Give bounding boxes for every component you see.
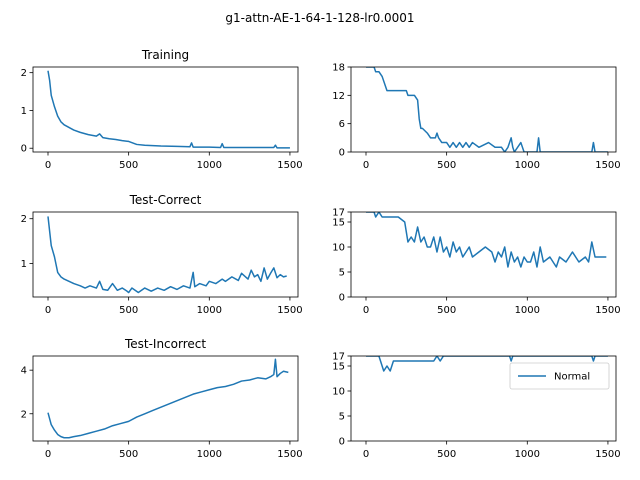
x-tick-label: 1000 [515,160,540,171]
x-tick-label: 500 [437,160,456,171]
x-tick-label: 0 [45,160,51,171]
x-tick-label: 0 [45,449,51,460]
x-tick-label: 1000 [515,305,540,316]
y-tick-label: 2 [21,68,27,79]
x-tick-label: 1500 [595,305,620,316]
y-tick-label: 0 [339,437,345,448]
figure-title: g1-attn-AE-1-64-1-128-lr0.0001 [225,11,414,25]
x-tick-label: 1000 [197,160,222,171]
x-tick-label: 500 [119,449,138,460]
x-tick-label: 0 [363,449,369,460]
y-tick-label: 4 [21,366,27,377]
y-tick-label: 12 [332,91,345,102]
y-tick-label: 2 [21,409,27,420]
series-line-1 [47,216,287,294]
x-tick-label: 500 [119,160,138,171]
x-tick-label: 500 [437,449,456,460]
y-tick-label: 1 [21,259,27,270]
x-tick-label: 1000 [515,449,540,460]
x-tick-label: 500 [119,305,138,316]
plot-frame [32,211,299,298]
plot-frame [32,66,299,153]
plot-frame [350,211,617,298]
y-tick-label: 10 [332,387,345,398]
y-tick-label: 17 [332,208,345,219]
legend-label: Normal [554,372,590,383]
subplot-5: Test-Incorrect 0 500 1000 1500 2 4 [21,337,303,460]
y-tick-label: 15 [332,362,345,373]
y-tick-label: 0 [339,293,345,304]
series-line-1 [47,358,289,439]
series-line-1 [366,67,608,152]
subplot-title: Test-Correct [129,193,202,207]
x-tick-label: 0 [363,305,369,316]
y-tick-label: 6 [339,119,345,130]
x-tick-label: 1500 [595,160,620,171]
x-tick-label: 0 [363,160,369,171]
x-tick-label: 1500 [277,160,302,171]
subplot-title: Training [141,48,189,62]
x-tick-label: 1000 [197,305,222,316]
y-tick-label: 5 [339,412,345,423]
x-tick-label: 500 [437,305,456,316]
plot-frame [32,355,299,442]
x-tick-label: 1500 [277,449,302,460]
y-tick-label: 10 [332,243,345,254]
subplot-1: Training 0 500 1000 1500 0 1 2 [21,48,303,171]
plot-frame [350,66,617,153]
subplot-title: Test-Incorrect [124,337,206,351]
y-tick-label: 1 [21,106,27,117]
y-tick-label: 2 [21,214,27,225]
y-tick-label: 0 [21,144,27,155]
legend-box [509,362,610,390]
series-line-1 [47,70,290,149]
y-tick-label: 17 [332,352,345,363]
legend: Normal [509,362,610,390]
series-line-1 [366,212,607,268]
x-tick-label: 1500 [277,305,302,316]
subplot-3: Test-Correct 0 500 1000 1500 1 2 [21,193,303,316]
x-tick-label: 0 [45,305,51,316]
x-tick-label: 1500 [595,449,620,460]
y-tick-label: 5 [339,268,345,279]
y-tick-label: 18 [332,63,345,74]
y-tick-label: 0 [339,148,345,159]
x-tick-label: 1000 [197,449,222,460]
plot-frame [350,355,617,442]
subplot-2: 0 500 1000 1500 0 6 12 18 [332,63,620,172]
y-tick-label: 15 [332,218,345,229]
series-line-normal [366,356,608,372]
